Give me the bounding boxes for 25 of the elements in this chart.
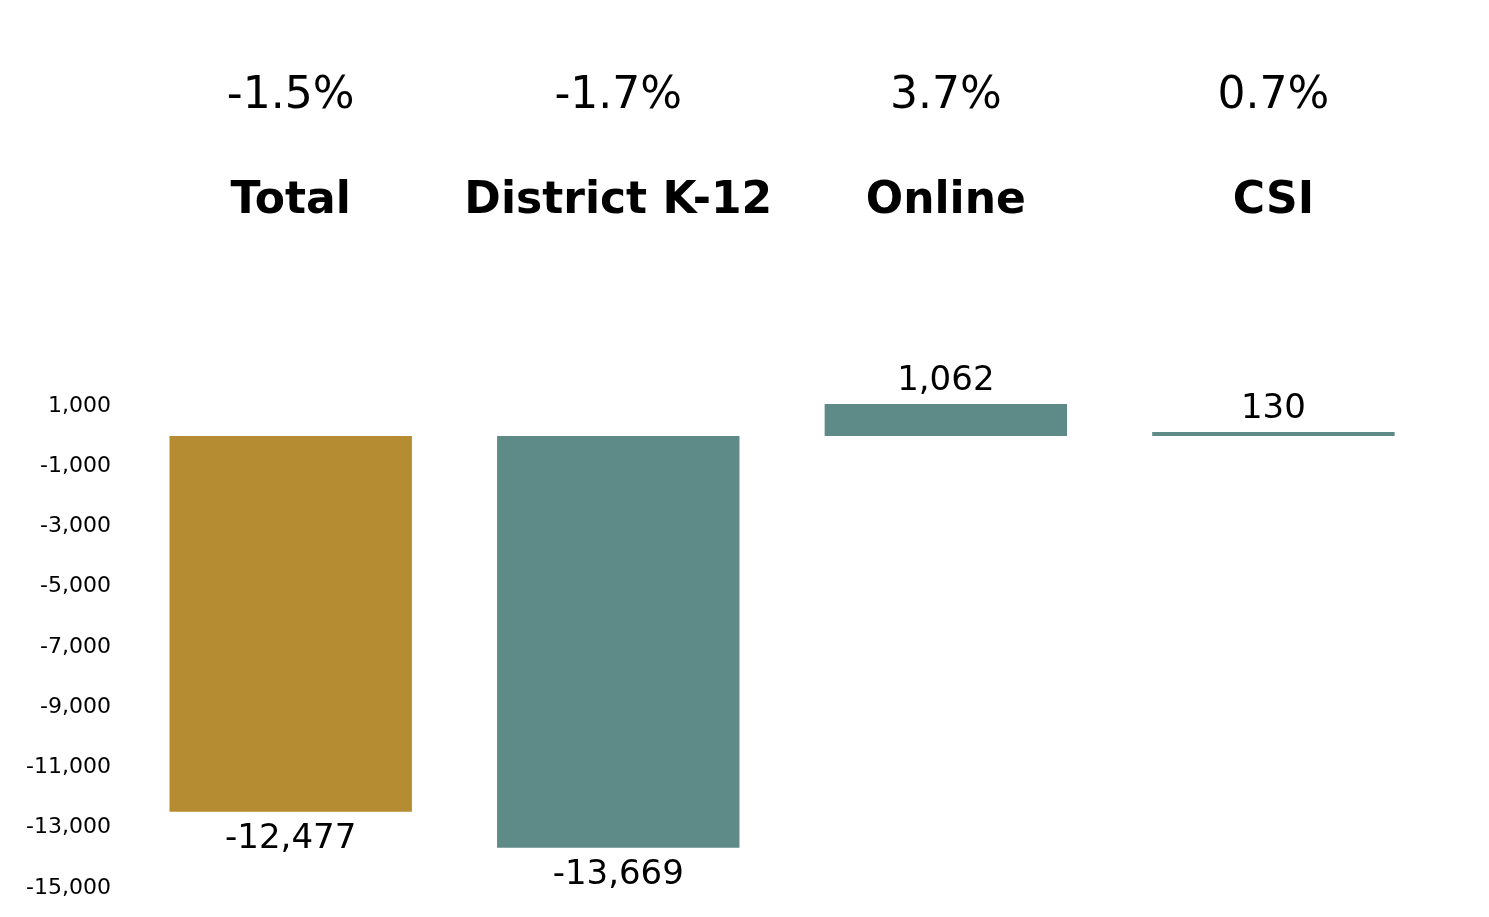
- text: -1.5%: [226, 67, 355, 119]
- data-label: 130: [1240, 385, 1306, 426]
- bar: [497, 435, 740, 848]
- x-tick-label: District K-12: [464, 171, 773, 223]
- y-tick-label: 1,000: [47, 391, 111, 417]
- y-tick-label: -9,000: [40, 692, 111, 718]
- y-tick-label: -13,000: [26, 813, 111, 839]
- bar: [169, 435, 412, 812]
- text: 0.7%: [1217, 67, 1330, 119]
- y-tick-label: -5,000: [40, 572, 111, 598]
- text: -1.7%: [554, 67, 683, 119]
- data-label: 1,062: [897, 357, 995, 398]
- x-tick-label: CSI: [1232, 171, 1314, 223]
- y-tick-label: -15,000: [26, 873, 111, 899]
- text: 3.7%: [889, 67, 1002, 119]
- bar: [824, 403, 1068, 436]
- data-label: -12,477: [225, 815, 357, 856]
- x-tick-label: Online: [865, 171, 1026, 223]
- bar: [1152, 432, 1395, 436]
- y-tick-label: -7,000: [40, 632, 111, 658]
- data-label: -13,669: [552, 851, 684, 892]
- y-tick-label: -1,000: [40, 451, 111, 477]
- y-tick-label: -3,000: [40, 512, 111, 538]
- y-tick-label: -11,000: [26, 753, 111, 779]
- x-tick-label: Total: [230, 171, 351, 223]
